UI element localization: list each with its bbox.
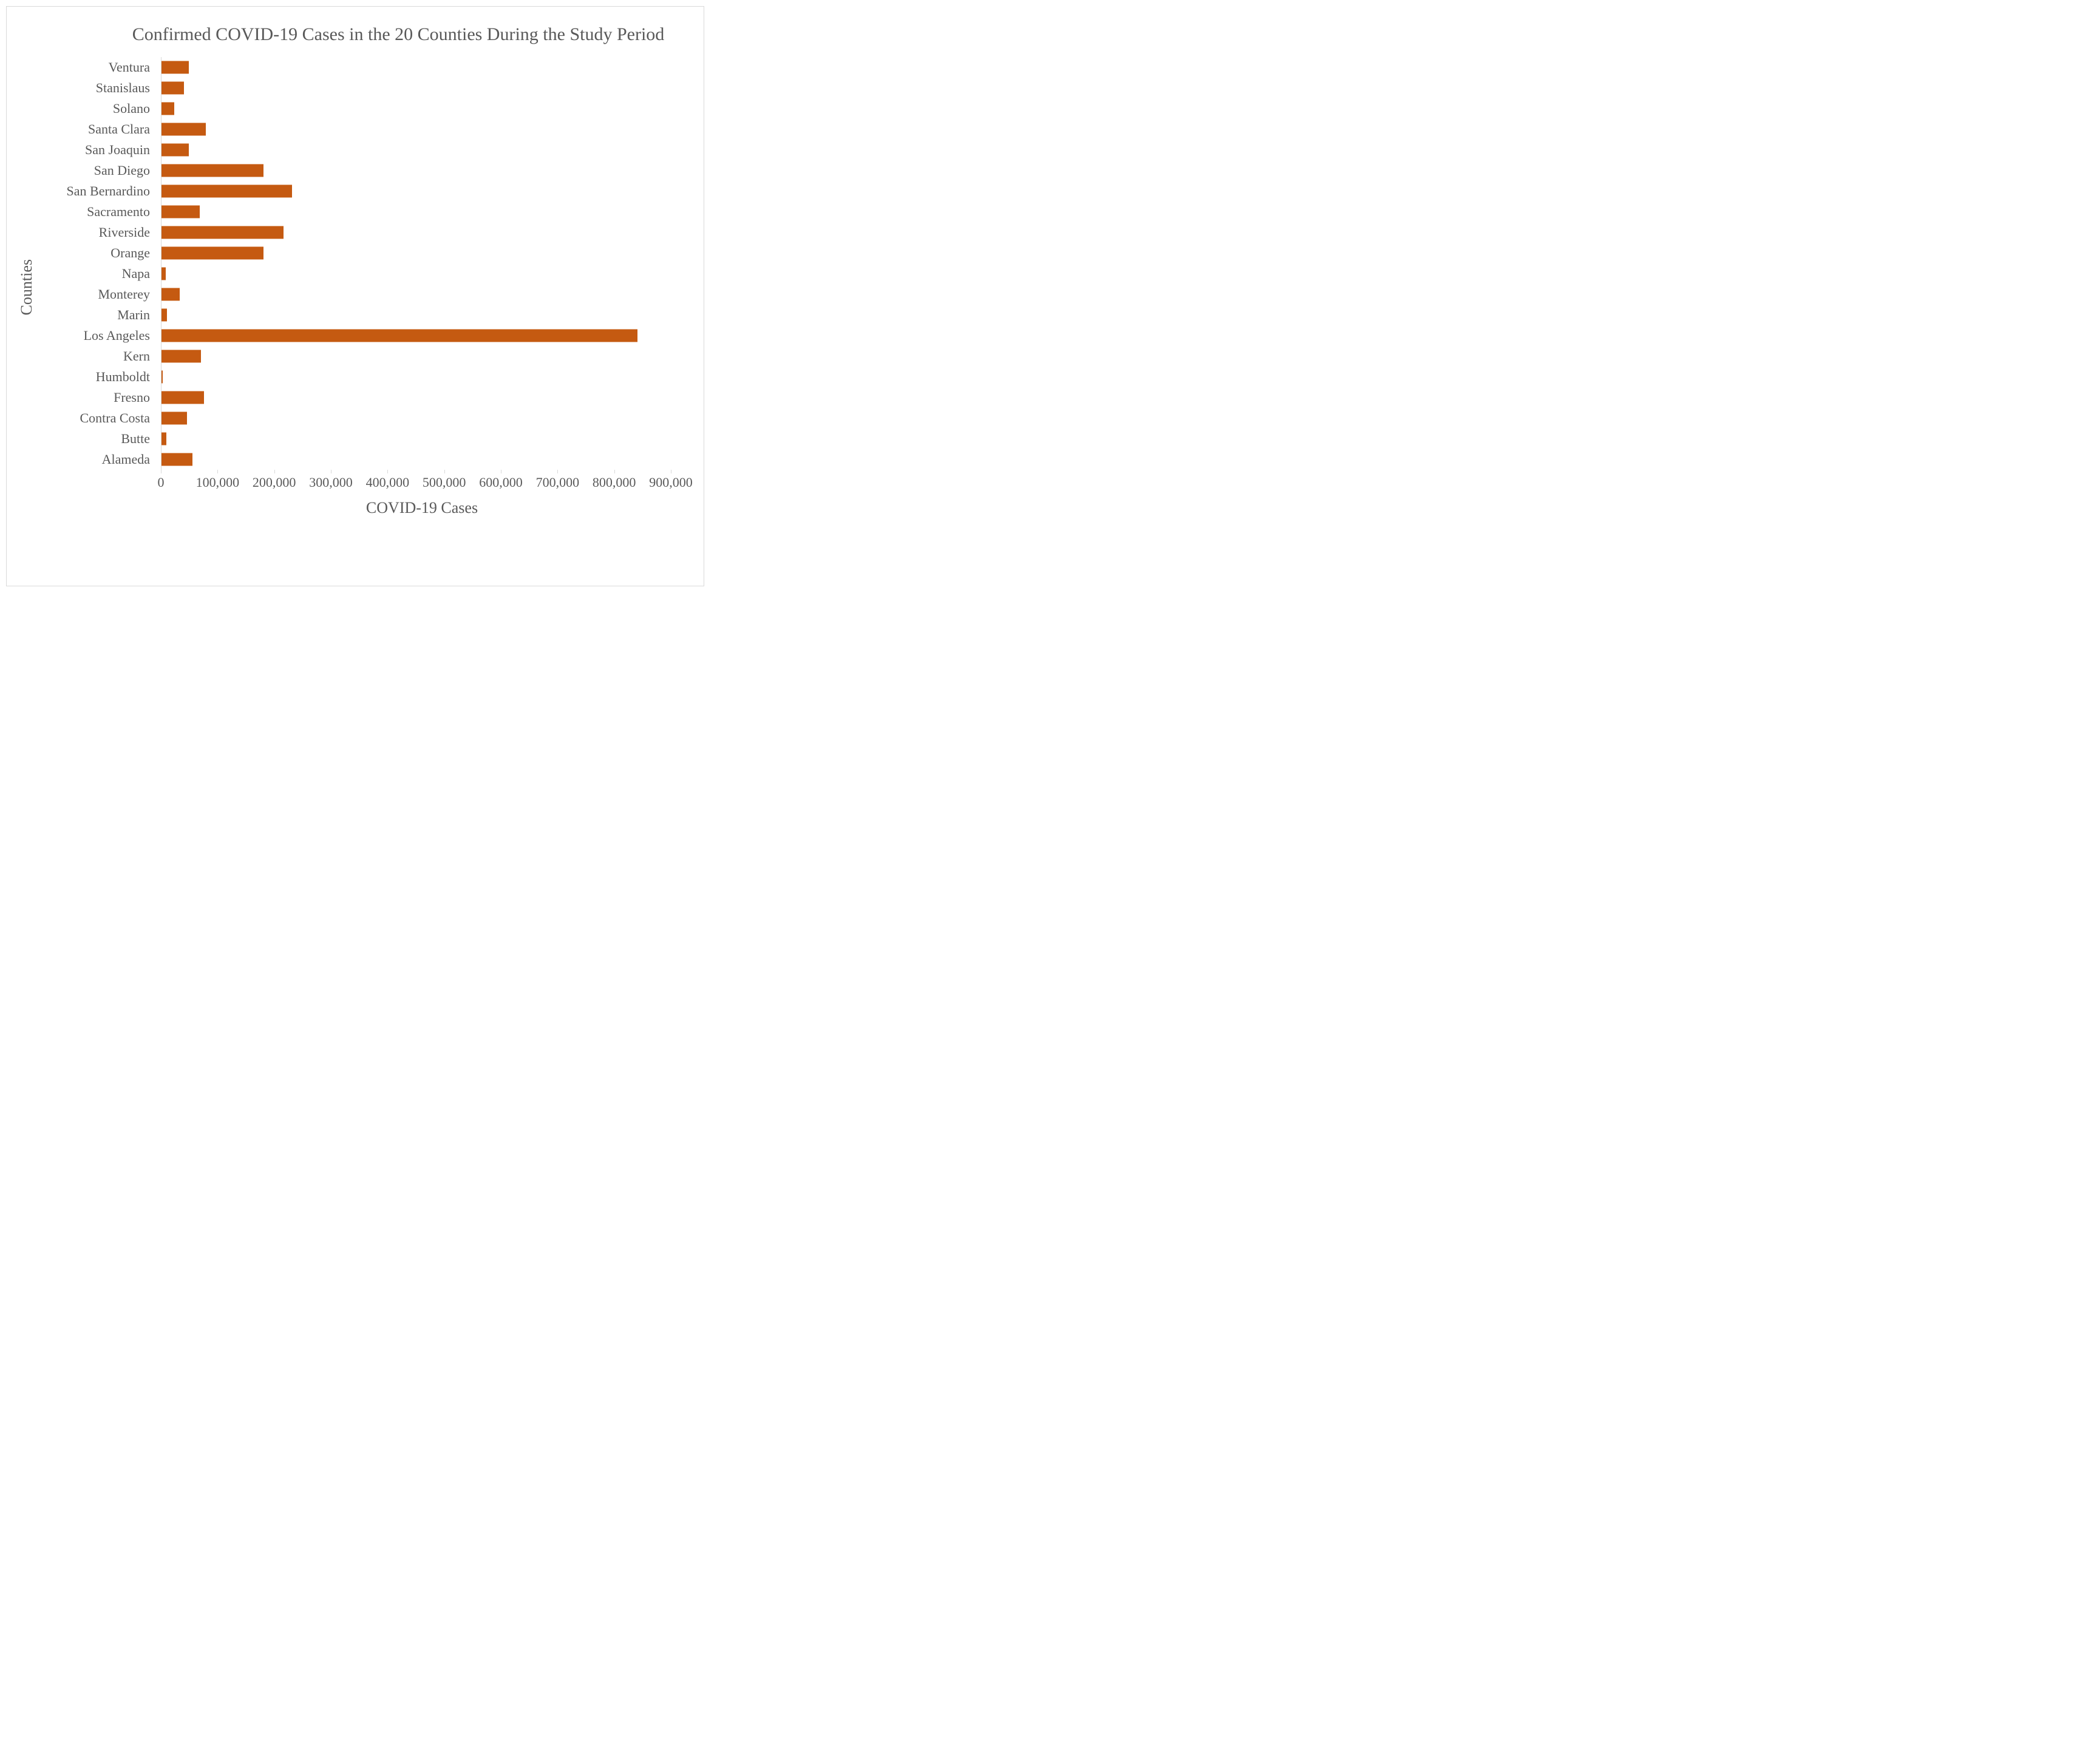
y-tick-label: Butte bbox=[35, 431, 156, 447]
x-tick-label: 800,000 bbox=[593, 475, 636, 490]
x-tick bbox=[274, 470, 275, 473]
x-ticks-row: 0 100,000 200,000 300,000 400,000 500,000 600,… bbox=[161, 470, 671, 494]
bar bbox=[161, 143, 189, 156]
y-axis-title: Counties bbox=[18, 259, 36, 315]
y-tick-label: Marin bbox=[35, 307, 156, 323]
y-tick-label: San Joaquin bbox=[35, 142, 156, 158]
bar bbox=[161, 329, 637, 342]
chart-frame: Confirmed COVID-19 Cases in the 20 Count… bbox=[6, 6, 704, 586]
bar bbox=[161, 453, 192, 466]
x-tick-label: 700,000 bbox=[536, 475, 580, 490]
x-tick bbox=[444, 470, 445, 473]
x-tick-label: 500,000 bbox=[423, 475, 466, 490]
x-tick bbox=[614, 470, 615, 473]
bar bbox=[161, 81, 184, 94]
x-tick bbox=[387, 470, 388, 473]
bar bbox=[161, 246, 263, 259]
bar bbox=[161, 185, 292, 197]
bar bbox=[161, 102, 174, 115]
y-tick-label: Solano bbox=[35, 101, 156, 117]
bar bbox=[161, 391, 204, 404]
x-tick bbox=[217, 470, 218, 473]
y-tick-label: Stanislaus bbox=[35, 80, 156, 96]
y-tick-label: Los Angeles bbox=[35, 328, 156, 344]
x-tick-label: 600,000 bbox=[479, 475, 523, 490]
plot-inner: 0 100,000 200,000 300,000 400,000 500,000 600,… bbox=[39, 57, 671, 494]
x-axis-title: COVID-19 Cases bbox=[173, 499, 671, 517]
bar bbox=[161, 432, 166, 445]
y-tick-label: San Bernardino bbox=[35, 183, 156, 199]
plot-area: 0 100,000 200,000 300,000 400,000 500,000 600,… bbox=[39, 57, 671, 517]
bar bbox=[161, 164, 263, 177]
y-tick-label: Napa bbox=[35, 266, 156, 282]
y-tick-label: Monterey bbox=[35, 286, 156, 302]
x-tick-label: 200,000 bbox=[253, 475, 296, 490]
plot-wrap: Counties 0 100,000 200,000 300,000 400,000 50… bbox=[18, 57, 688, 517]
x-tick-label: 400,000 bbox=[366, 475, 410, 490]
y-tick-label: Alameda bbox=[35, 452, 156, 467]
x-tick-label: 0 bbox=[158, 475, 165, 490]
y-tick-label: Kern bbox=[35, 348, 156, 364]
y-tick-label: Sacramento bbox=[35, 204, 156, 220]
y-tick-label: Orange bbox=[35, 245, 156, 261]
bar bbox=[161, 61, 189, 73]
bar bbox=[161, 412, 187, 424]
bars-area bbox=[161, 57, 671, 470]
bar bbox=[161, 370, 163, 383]
y-tick-label: Fresno bbox=[35, 390, 156, 405]
y-tick-label: Riverside bbox=[35, 225, 156, 240]
bar bbox=[161, 267, 166, 280]
x-tick-label: 900,000 bbox=[649, 475, 693, 490]
y-tick-label: Ventura bbox=[35, 59, 156, 75]
x-tick-label: 300,000 bbox=[309, 475, 353, 490]
y-tick-label: San Diego bbox=[35, 163, 156, 178]
x-tick bbox=[557, 470, 558, 473]
bar bbox=[161, 123, 206, 135]
bar bbox=[161, 350, 201, 362]
bar bbox=[161, 205, 200, 218]
y-tick-label: Humboldt bbox=[35, 369, 156, 385]
bar bbox=[161, 226, 284, 239]
bar bbox=[161, 308, 167, 321]
bar bbox=[161, 288, 180, 300]
y-tick-label: Santa Clara bbox=[35, 121, 156, 137]
y-tick-label: Contra Costa bbox=[35, 410, 156, 426]
chart-title: Confirmed COVID-19 Cases in the 20 Count… bbox=[121, 22, 676, 46]
x-tick-label: 100,000 bbox=[196, 475, 240, 490]
